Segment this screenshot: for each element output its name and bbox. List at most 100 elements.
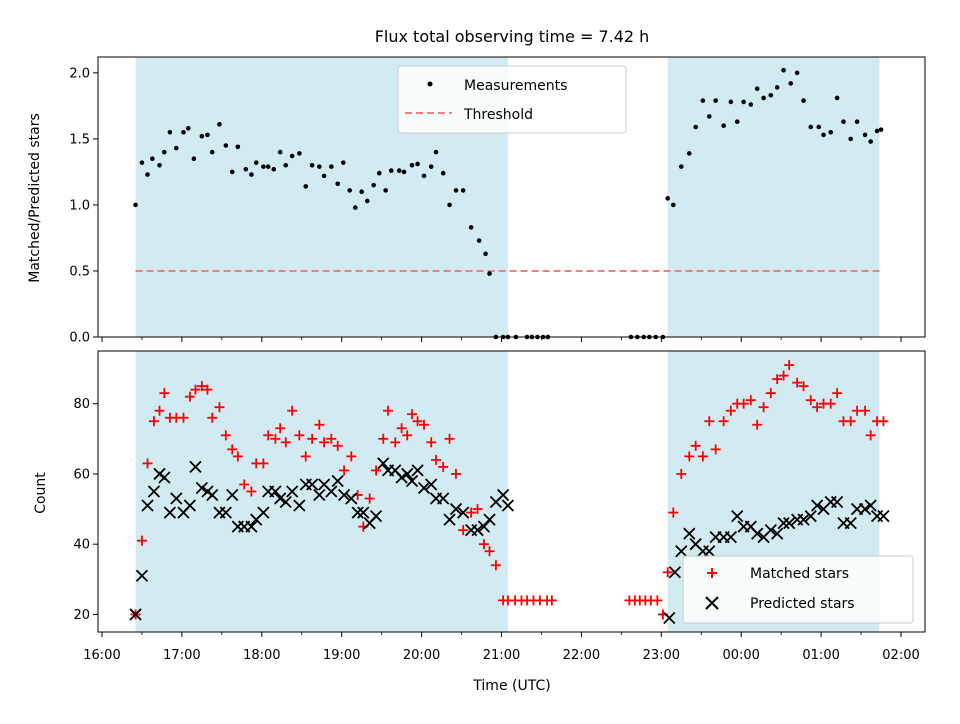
- measurement-point: [476, 238, 482, 243]
- matched-point: [339, 465, 350, 476]
- matched-point: [220, 430, 231, 441]
- predicted-point: [331, 474, 344, 488]
- predicted-point: [683, 527, 696, 540]
- x-tick-label: 16:00: [83, 648, 120, 663]
- measurement-point: [728, 99, 734, 105]
- matched-point: [184, 391, 195, 402]
- measurement-point: [249, 172, 254, 177]
- predicted-point: [405, 474, 419, 488]
- predicted-point: [668, 566, 682, 579]
- x-tick-label: 01:00: [802, 648, 839, 663]
- y-tick-label: 0.0: [69, 331, 90, 346]
- predicted-point: [858, 502, 872, 516]
- count-panel: 20 40 60 80 16:00 17:00 18:00 19:00 20:00 21:00 2…: [33, 350, 926, 694]
- matched-point: [239, 479, 250, 490]
- measurement-point: [421, 173, 427, 179]
- matched-point: [484, 546, 495, 557]
- measurement-point: [303, 184, 309, 189]
- measurement-point: [447, 202, 452, 208]
- measurement-point: [700, 98, 706, 103]
- matched-point: [263, 430, 274, 441]
- measurement-point: [433, 149, 439, 155]
- predicted-point: [783, 516, 796, 530]
- matched-point: [718, 416, 729, 427]
- predicted-point: [777, 516, 790, 530]
- matched-point: [652, 595, 663, 606]
- matched-point: [300, 451, 311, 462]
- x-tick-label: 02:00: [882, 648, 919, 663]
- matched-point: [710, 444, 721, 455]
- x-tick-label: 19:00: [323, 648, 360, 663]
- measurement-point: [401, 169, 407, 175]
- measurement-point: [209, 149, 215, 155]
- predicted-point: [274, 492, 287, 505]
- matched-point: [690, 440, 701, 451]
- matched-point: [825, 398, 836, 409]
- predicted-point: [183, 499, 197, 512]
- measurement-point: [678, 164, 684, 169]
- measurement-point: [415, 161, 420, 167]
- predicted-point: [369, 509, 383, 523]
- matched-point: [738, 398, 749, 409]
- measurement-point: [243, 166, 249, 172]
- x-tick-label: 21:00: [483, 648, 520, 663]
- matched-point: [364, 493, 375, 504]
- predicted-point: [457, 506, 470, 519]
- measurement-point: [376, 170, 382, 176]
- matched-point: [758, 402, 769, 413]
- predicted-point: [437, 492, 450, 505]
- predicted-point: [877, 509, 890, 523]
- predicted-point: [257, 506, 270, 519]
- measurement-point: [874, 128, 880, 134]
- matched-point: [142, 458, 153, 469]
- measurement-point: [321, 173, 327, 179]
- measurement-point: [185, 126, 191, 131]
- predicted-point: [471, 524, 484, 537]
- matched-point: [270, 433, 281, 444]
- matched-point: [159, 388, 170, 399]
- predicted-point: [219, 506, 232, 519]
- matched-point: [430, 454, 441, 465]
- measurement-point: [199, 133, 205, 139]
- measurement-point: [821, 132, 826, 138]
- predicted-point: [345, 492, 358, 505]
- predicted-point: [443, 513, 456, 526]
- threshold-legend-label: Threshold: [463, 107, 533, 123]
- count-legend: Matched stars Predicted stars: [682, 555, 914, 624]
- measurement-point: [848, 136, 853, 142]
- count-panel-frame: [97, 350, 926, 633]
- matched-point: [407, 409, 418, 420]
- measurement-point: [371, 182, 376, 188]
- measurement-point: [788, 81, 794, 86]
- predicted-point: [501, 499, 515, 512]
- predicted-point: [449, 502, 463, 516]
- y-tick-label: 20: [73, 608, 90, 623]
- predicted-point: [483, 513, 496, 526]
- measurement-point: [665, 196, 671, 201]
- measurement-point: [283, 163, 289, 168]
- measurement-point: [139, 160, 145, 165]
- x-tick-label: 23:00: [643, 648, 680, 663]
- matched-point: [202, 384, 213, 395]
- measurement-point: [364, 198, 370, 204]
- y-tick-label: 60: [73, 467, 90, 482]
- measurement-point: [317, 164, 322, 169]
- measurement-point: [734, 119, 740, 125]
- ratio-y-ticks: 0.0 0.5 1.0 1.5 2.0: [69, 66, 98, 346]
- measurement-point: [297, 151, 302, 156]
- measurement-point: [167, 129, 173, 135]
- x-tick-label: 22:00: [563, 648, 600, 663]
- measurement-point: [460, 188, 466, 193]
- predicted-point: [417, 481, 431, 495]
- predicted-point: [313, 488, 326, 502]
- predicted-point: [377, 457, 390, 470]
- predicted-stars-series: [129, 457, 890, 625]
- matched-point: [258, 458, 269, 469]
- x-tick-label: 17:00: [163, 648, 200, 663]
- matched-point: [412, 416, 423, 427]
- matched-point: [845, 416, 856, 427]
- matched-point: [438, 461, 449, 472]
- measurement-point: [157, 163, 162, 168]
- predicted-point: [195, 481, 209, 495]
